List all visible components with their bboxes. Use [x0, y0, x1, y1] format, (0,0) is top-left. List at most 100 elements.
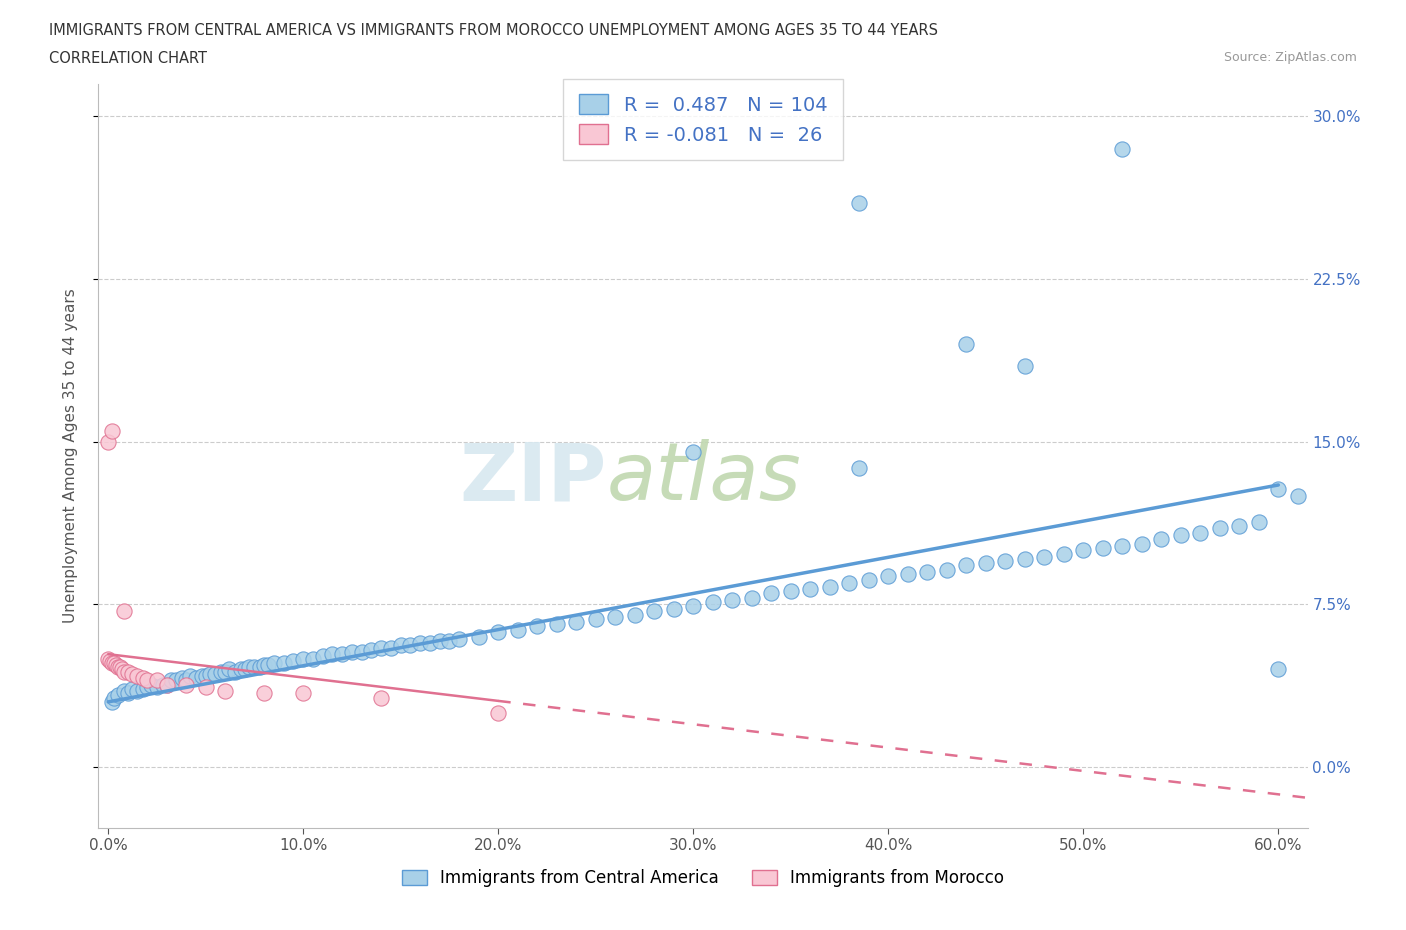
Point — [101, 656, 124, 671]
Point — [702, 594, 724, 609]
Point — [121, 666, 143, 681]
Point — [350, 644, 373, 659]
Point — [107, 659, 129, 674]
Point — [994, 553, 1017, 568]
Point — [103, 690, 125, 705]
Point — [292, 685, 315, 700]
Point — [682, 599, 704, 614]
Point — [253, 685, 276, 700]
Point — [1286, 488, 1309, 503]
Point — [214, 684, 236, 698]
Point — [360, 643, 382, 658]
Point — [330, 646, 353, 661]
Point — [399, 638, 422, 653]
Point — [761, 586, 783, 601]
Point — [486, 705, 509, 720]
Y-axis label: Unemployment Among Ages 35 to 44 years: Unemployment Among Ages 35 to 44 years — [63, 288, 77, 623]
Point — [117, 664, 139, 679]
Point — [643, 604, 665, 618]
Point — [127, 684, 149, 698]
Point — [380, 640, 402, 655]
Point — [283, 653, 305, 668]
Point — [439, 633, 461, 648]
Point — [194, 679, 217, 694]
Point — [1033, 549, 1056, 564]
Point — [101, 695, 124, 710]
Point — [486, 625, 509, 640]
Point — [121, 682, 143, 697]
Point — [1189, 525, 1212, 540]
Point — [292, 651, 315, 666]
Point — [139, 677, 162, 692]
Point — [156, 677, 179, 692]
Text: Source: ZipAtlas.com: Source: ZipAtlas.com — [1223, 51, 1357, 64]
Point — [506, 623, 529, 638]
Point — [779, 584, 801, 599]
Point — [209, 664, 232, 679]
Point — [662, 601, 685, 616]
Text: IMMIGRANTS FROM CENTRAL AMERICA VS IMMIGRANTS FROM MOROCCO UNEMPLOYMENT AMONG AG: IMMIGRANTS FROM CENTRAL AMERICA VS IMMIG… — [49, 23, 938, 38]
Point — [340, 644, 363, 659]
Point — [112, 604, 135, 618]
Point — [238, 659, 260, 674]
Point — [389, 638, 412, 653]
Point — [101, 423, 124, 438]
Point — [419, 636, 441, 651]
Point — [429, 633, 451, 648]
Point — [263, 656, 285, 671]
Point — [605, 610, 627, 625]
Point — [1247, 514, 1270, 529]
Legend: Immigrants from Central America, Immigrants from Morocco: Immigrants from Central America, Immigra… — [395, 862, 1011, 894]
Point — [1150, 532, 1173, 547]
Point — [152, 677, 174, 692]
Point — [108, 659, 131, 674]
Point — [112, 664, 135, 679]
Point — [111, 662, 134, 677]
Point — [257, 658, 280, 672]
Point — [194, 669, 217, 684]
Point — [214, 664, 236, 679]
Point — [98, 653, 121, 668]
Point — [1130, 536, 1153, 551]
Point — [165, 672, 187, 687]
Point — [104, 658, 127, 672]
Point — [1170, 527, 1192, 542]
Point — [955, 337, 977, 352]
Point — [467, 630, 489, 644]
Point — [117, 685, 139, 700]
Point — [1227, 519, 1250, 534]
Text: ZIP: ZIP — [458, 439, 606, 517]
Point — [243, 659, 266, 674]
Point — [741, 591, 763, 605]
Point — [799, 581, 821, 596]
Point — [1053, 547, 1076, 562]
Point — [321, 646, 343, 661]
Point — [585, 612, 607, 627]
Point — [858, 573, 880, 588]
Point — [546, 617, 568, 631]
Point — [174, 677, 197, 692]
Point — [1209, 521, 1232, 536]
Point — [204, 666, 226, 681]
Point — [877, 568, 900, 583]
Point — [172, 671, 194, 685]
Point — [218, 662, 240, 677]
Point — [838, 575, 860, 590]
Point — [224, 664, 246, 679]
Point — [565, 614, 588, 629]
Point — [302, 651, 325, 666]
Point — [107, 688, 129, 703]
Point — [897, 566, 920, 581]
Point — [935, 562, 957, 577]
Point — [191, 669, 214, 684]
Point — [1091, 540, 1114, 555]
Point — [1267, 482, 1289, 497]
Point — [848, 460, 870, 475]
Point — [146, 679, 169, 694]
Point — [1014, 358, 1036, 373]
Point — [97, 434, 120, 449]
Point — [184, 671, 207, 685]
Point — [370, 640, 392, 655]
Point — [370, 690, 392, 705]
Point — [136, 679, 159, 694]
